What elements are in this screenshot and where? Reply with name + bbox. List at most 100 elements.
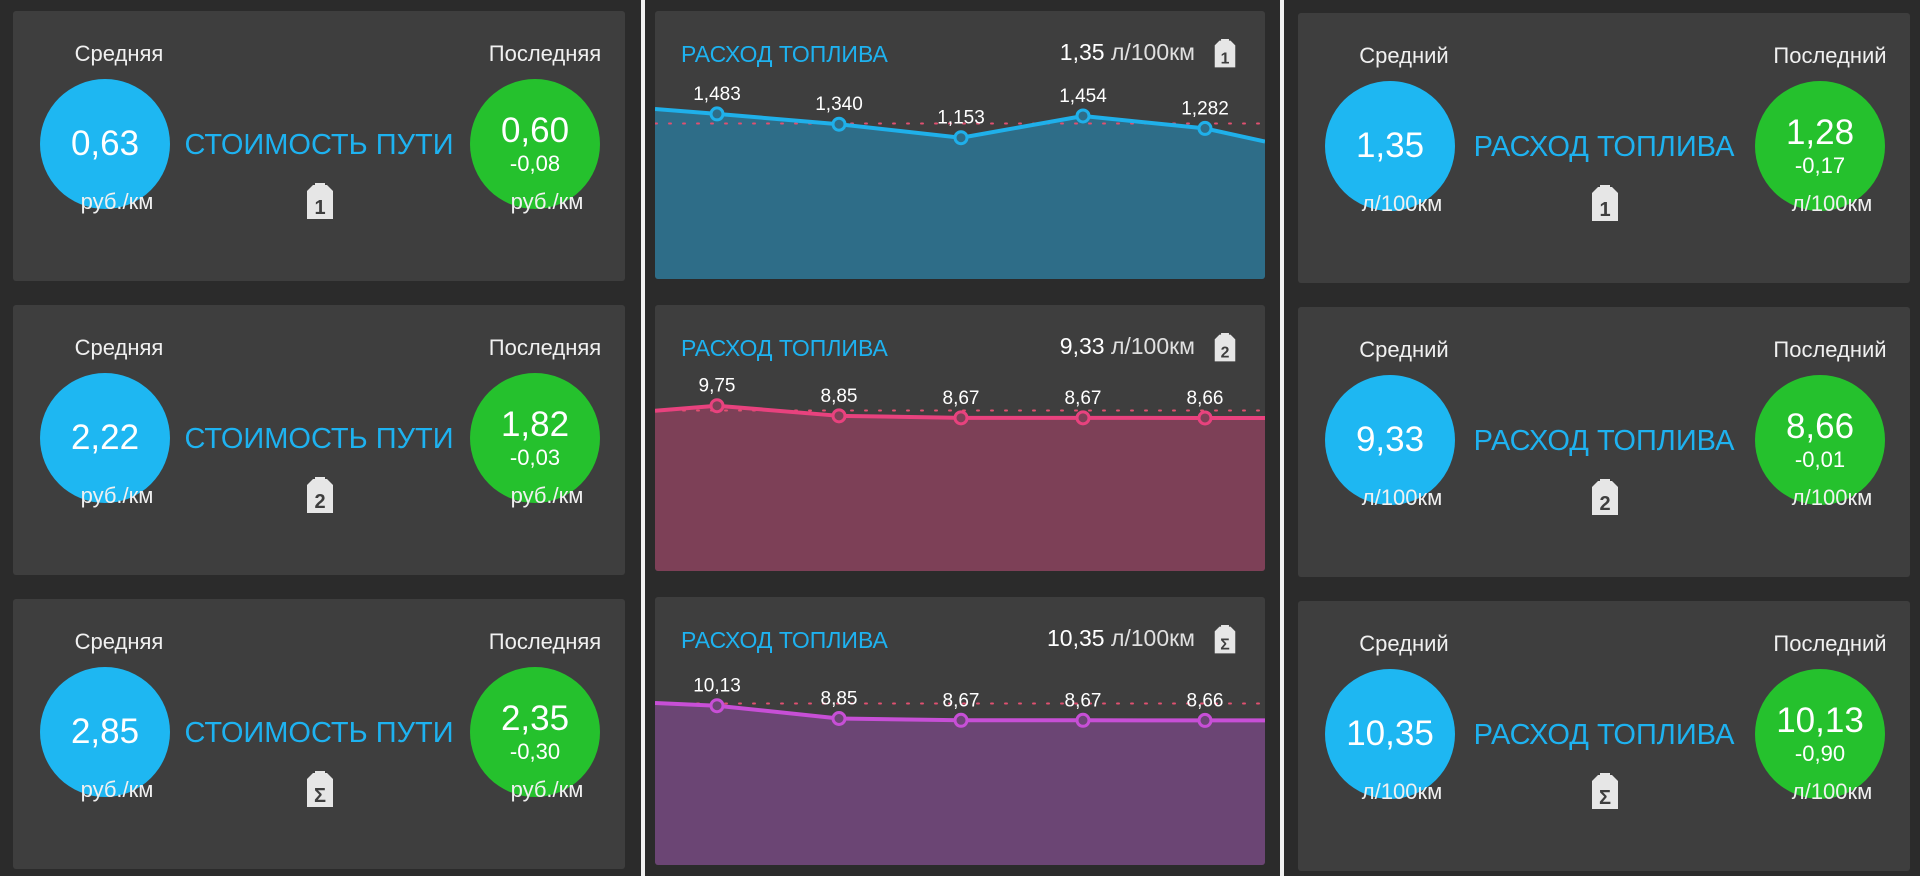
column-divider — [641, 0, 645, 876]
data-point — [831, 711, 847, 726]
average-value: 0,63 — [70, 124, 140, 163]
chart-column: РАСХОД ТОПЛИВА 1,35 л/100км 1 1,483 1,340… — [645, 0, 1280, 876]
last-delta: -0,17 — [1794, 153, 1846, 178]
chart-value-unit: л/100км — [1110, 333, 1195, 359]
data-label: 8,67 — [943, 690, 980, 711]
last-unit: руб./км — [510, 189, 584, 214]
consumption-card-2[interactable]: Средний Последний 9,33 РАСХОД ТОПЛИВА 8,… — [1298, 307, 1910, 577]
data-label: 8,66 — [1187, 388, 1224, 409]
last-label: Последняя — [488, 629, 602, 654]
last-value: 1,28 — [1785, 113, 1855, 152]
fuel-tank-2-icon: 2 — [1214, 333, 1236, 361]
data-label: 8,67 — [1065, 388, 1102, 409]
cost-card-1[interactable]: Средняя Последняя 0,63 СТОИМОСТЬ ПУТИ 0,… — [13, 11, 625, 281]
last-value: 1,82 — [500, 405, 570, 444]
data-label: 1,483 — [693, 84, 741, 105]
average-value: 9,33 — [1355, 420, 1425, 459]
data-label: 8,85 — [821, 689, 858, 710]
data-point — [709, 106, 725, 122]
data-label: 10,13 — [693, 676, 741, 697]
last-unit: л/100км — [1791, 779, 1873, 804]
data-label: 1,454 — [1059, 86, 1107, 107]
fuel-tank-sum-icon: Σ — [1592, 773, 1618, 809]
consumption-card-total[interactable]: Средний Последний 10,35 РАСХОД ТОПЛИВА 1… — [1298, 601, 1910, 871]
last-delta: -0,01 — [1794, 447, 1846, 472]
data-point — [1197, 410, 1213, 426]
chart-title: РАСХОД ТОПЛИВА — [681, 627, 888, 653]
average-value-circle: 0,63 — [40, 79, 170, 209]
consumption-chart-total: 10,13 8,85 8,67 8,67 8,66 — [655, 676, 1265, 865]
last-delta: -0,90 — [1794, 741, 1846, 766]
tank-glyph: Σ — [1599, 787, 1611, 809]
last-unit: руб./км — [510, 777, 584, 802]
last-value-circle: 8,66 -0,01 — [1755, 375, 1885, 505]
data-label: 8,67 — [943, 388, 980, 409]
chart-card-2[interactable]: РАСХОД ТОПЛИВА 9,33 л/100км 2 9,75 8,85 8,… — [655, 305, 1265, 571]
average-value: 2,22 — [70, 418, 140, 457]
cost-column: Средняя Последняя 0,63 СТОИМОСТЬ ПУТИ 0,… — [0, 0, 641, 876]
tank-glyph: 2 — [314, 491, 325, 513]
average-value: 2,85 — [70, 712, 140, 751]
fuel-tank-sum-icon: Σ — [1214, 625, 1236, 653]
data-point — [1075, 712, 1091, 728]
last-value: 0,60 — [500, 111, 570, 150]
card-title: РАСХОД ТОПЛИВА — [1473, 719, 1735, 751]
data-point — [831, 408, 847, 424]
chart-card-total[interactable]: РАСХОД ТОПЛИВА 10,35 л/100км Σ 10,13 8,85… — [655, 597, 1265, 865]
card-title: СТОИМОСТЬ ПУТИ — [184, 129, 454, 161]
last-delta: -0,08 — [509, 151, 561, 176]
average-value-circle: 1,35 — [1325, 81, 1455, 211]
data-label: 8,67 — [1065, 690, 1102, 711]
consumption-chart-2: 9,75 8,85 8,67 8,67 8,66 — [655, 376, 1265, 571]
tank-glyph: 2 — [1221, 344, 1230, 361]
last-value-circle: 10,13 -0,90 — [1755, 669, 1885, 799]
tank-glyph: 1 — [314, 197, 325, 219]
average-value-circle: 10,35 — [1325, 669, 1455, 799]
last-unit: л/100км — [1791, 191, 1873, 216]
consumption-card-1[interactable]: Средний Последний 1,35 РАСХОД ТОПЛИВА 1,… — [1298, 13, 1910, 283]
average-value-circle: 9,33 — [1325, 375, 1455, 505]
fuel-tank-2-icon: 2 — [1592, 479, 1618, 515]
average-label: Средний — [1359, 43, 1449, 68]
data-label: 8,66 — [1187, 690, 1224, 711]
average-label: Средняя — [74, 41, 164, 66]
average-value: 1,35 — [1355, 126, 1425, 165]
chart-average-value: 10,35 л/100км — [1047, 625, 1195, 652]
average-label: Средняя — [74, 335, 164, 360]
consumption-chart-1: 1,483 1,340 1,153 1,454 1,282 — [655, 84, 1265, 279]
average-unit: руб./км — [80, 189, 154, 214]
tank-glyph: 1 — [1221, 50, 1230, 67]
cost-card-total[interactable]: Средняя Последняя 2,85 СТОИМОСТЬ ПУТИ 2,… — [13, 599, 625, 869]
chart-card-1[interactable]: РАСХОД ТОПЛИВА 1,35 л/100км 1 1,483 1,340… — [655, 11, 1265, 279]
data-label: 8,85 — [821, 386, 858, 407]
last-value-circle: 0,60 -0,08 — [470, 79, 600, 209]
chart-title: РАСХОД ТОПЛИВА — [681, 41, 888, 67]
data-label: 1,282 — [1181, 98, 1229, 119]
tank-glyph: 2 — [1599, 493, 1610, 515]
chart-value-number: 10,35 — [1046, 625, 1105, 651]
data-label: 9,75 — [699, 376, 736, 397]
data-point — [831, 116, 847, 132]
last-unit: л/100км — [1791, 485, 1873, 510]
average-unit: л/100км — [1361, 485, 1443, 510]
data-point — [953, 410, 969, 426]
data-label: 1,340 — [815, 94, 863, 115]
card-title: РАСХОД ТОПЛИВА — [1473, 425, 1735, 457]
last-delta: -0,30 — [509, 739, 561, 764]
fuel-tank-1-icon: 1 — [307, 183, 333, 219]
tank-glyph: Σ — [314, 785, 326, 807]
chart-area-fill — [655, 405, 1265, 571]
chart-average-value: 1,35 л/100км — [1060, 39, 1195, 66]
last-value-circle: 2,35 -0,30 — [470, 667, 600, 797]
average-value: 10,35 — [1346, 714, 1434, 753]
tank-glyph: 1 — [1599, 199, 1610, 221]
data-label: 1,153 — [937, 108, 985, 129]
chart-title: РАСХОД ТОПЛИВА — [681, 335, 888, 361]
cost-card-2[interactable]: Средняя Последняя 2,22 СТОИМОСТЬ ПУТИ 1,… — [13, 305, 625, 575]
data-point — [953, 130, 969, 146]
data-point — [1075, 108, 1091, 124]
last-delta: -0,03 — [509, 445, 561, 470]
last-label: Последняя — [488, 41, 602, 66]
chart-value-number: 1,35 — [1059, 39, 1105, 65]
average-value-circle: 2,22 — [40, 373, 170, 503]
